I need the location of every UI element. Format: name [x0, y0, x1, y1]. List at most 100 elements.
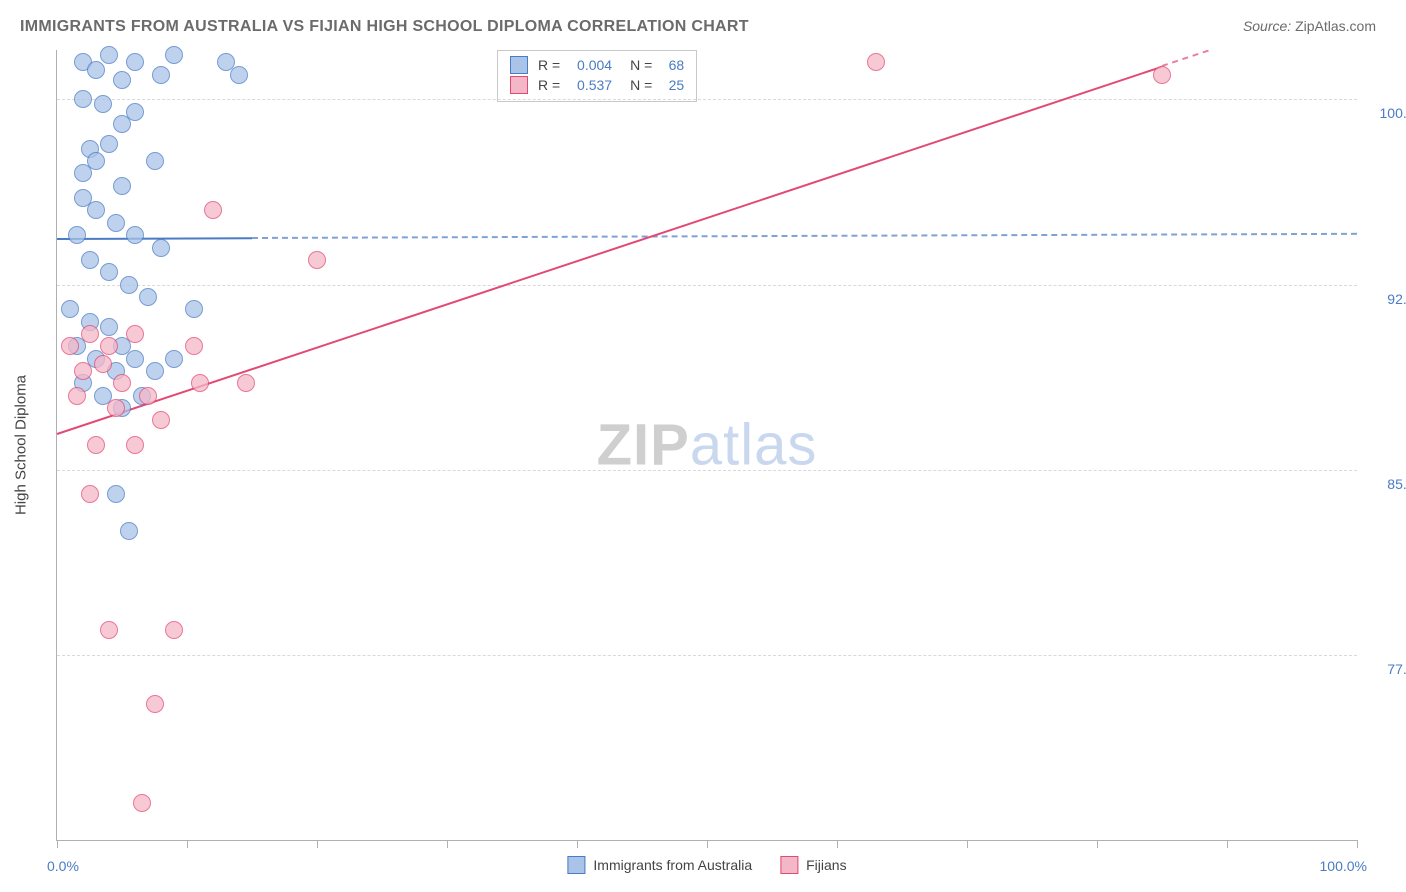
data-point-australia [126, 226, 144, 244]
data-point-australia [165, 350, 183, 368]
data-point-fijians [94, 355, 112, 373]
data-point-australia [74, 90, 92, 108]
y-axis-tick-label: 77.5% [1367, 661, 1406, 677]
data-point-fijians [126, 325, 144, 343]
data-point-australia [87, 152, 105, 170]
data-point-fijians [146, 695, 164, 713]
data-point-fijians [185, 337, 203, 355]
data-point-fijians [139, 387, 157, 405]
data-point-australia [87, 201, 105, 219]
legend-r: R = 0.537 [538, 77, 612, 93]
data-point-australia [94, 95, 112, 113]
data-point-fijians [191, 374, 209, 392]
x-axis-tick [577, 840, 578, 848]
x-axis-tick [1357, 840, 1358, 848]
data-point-australia [107, 485, 125, 503]
data-point-fijians [867, 53, 885, 71]
y-axis-tick-label: 92.5% [1367, 291, 1406, 307]
data-point-australia [68, 226, 86, 244]
series-legend-label: Fijians [806, 857, 846, 873]
x-axis-tick [447, 840, 448, 848]
gridline [57, 655, 1357, 656]
data-point-australia [185, 300, 203, 318]
legend-swatch [567, 856, 585, 874]
chart-title: IMMIGRANTS FROM AUSTRALIA VS FIJIAN HIGH… [20, 18, 749, 36]
data-point-australia [126, 53, 144, 71]
source-attribution: Source: ZipAtlas.com [1243, 18, 1376, 34]
data-point-fijians [100, 337, 118, 355]
data-point-australia [61, 300, 79, 318]
legend-row-fijians: R = 0.537 N = 25 [510, 75, 684, 95]
data-point-australia [113, 177, 131, 195]
legend-row-australia: R = 0.004 N = 68 [510, 55, 684, 75]
data-point-fijians [74, 362, 92, 380]
x-axis-tick [707, 840, 708, 848]
y-axis-title: High School Diploma [13, 375, 30, 515]
data-point-australia [126, 103, 144, 121]
legend-n: N = 25 [630, 77, 684, 93]
trendline-extrapolated [252, 233, 1357, 239]
data-point-australia [100, 135, 118, 153]
data-point-australia [146, 362, 164, 380]
series-legend-label: Immigrants from Australia [593, 857, 752, 873]
data-point-fijians [204, 201, 222, 219]
data-point-fijians [81, 485, 99, 503]
data-point-australia [100, 263, 118, 281]
data-point-australia [120, 276, 138, 294]
x-axis-tick [317, 840, 318, 848]
x-axis-tick [57, 840, 58, 848]
data-point-fijians [237, 374, 255, 392]
trendline [57, 65, 1163, 434]
legend-swatch [780, 856, 798, 874]
data-point-australia [139, 288, 157, 306]
x-axis-tick [187, 840, 188, 848]
source-name: ZipAtlas.com [1295, 18, 1376, 34]
y-axis-tick-label: 100.0% [1367, 105, 1406, 121]
x-axis-max-label: 100.0% [1320, 858, 1367, 874]
plot-area: High School Diploma ZIPatlas R = 0.004N … [56, 50, 1357, 841]
watermark-atlas: atlas [690, 413, 818, 478]
x-axis-tick [967, 840, 968, 848]
series-legend-item-fijians: Fijians [780, 856, 846, 874]
data-point-fijians [100, 621, 118, 639]
gridline [57, 285, 1357, 286]
series-legend-item-australia: Immigrants from Australia [567, 856, 752, 874]
data-point-australia [113, 71, 131, 89]
gridline [57, 470, 1357, 471]
data-point-australia [146, 152, 164, 170]
x-axis-tick [1097, 840, 1098, 848]
legend-swatch [510, 76, 528, 94]
data-point-fijians [308, 251, 326, 269]
legend-r: R = 0.004 [538, 57, 612, 73]
data-point-australia [107, 214, 125, 232]
x-axis-tick [1227, 840, 1228, 848]
data-point-fijians [152, 411, 170, 429]
data-point-australia [100, 318, 118, 336]
data-point-fijians [126, 436, 144, 454]
data-point-fijians [1153, 66, 1171, 84]
legend-swatch [510, 56, 528, 74]
correlation-legend: R = 0.004 N = 68 R = 0.537 N = 25 [497, 50, 697, 102]
data-point-fijians [68, 387, 86, 405]
trendline-extrapolated [1162, 50, 1209, 67]
x-axis-min-label: 0.0% [47, 858, 79, 874]
data-point-australia [230, 66, 248, 84]
watermark-zip: ZIP [597, 413, 690, 478]
data-point-australia [87, 61, 105, 79]
watermark: ZIPatlas [597, 412, 818, 479]
data-point-fijians [87, 436, 105, 454]
data-point-fijians [113, 374, 131, 392]
trendline [57, 237, 252, 240]
data-point-australia [126, 350, 144, 368]
data-point-fijians [133, 794, 151, 812]
legend-n: N = 68 [630, 57, 684, 73]
data-point-fijians [61, 337, 79, 355]
data-point-fijians [107, 399, 125, 417]
y-axis-tick-label: 85.0% [1367, 476, 1406, 492]
data-point-australia [81, 251, 99, 269]
x-axis-tick [837, 840, 838, 848]
data-point-australia [152, 239, 170, 257]
data-point-australia [120, 522, 138, 540]
series-legend: Immigrants from Australia Fijians [567, 856, 846, 874]
source-label: Source: [1243, 18, 1291, 34]
